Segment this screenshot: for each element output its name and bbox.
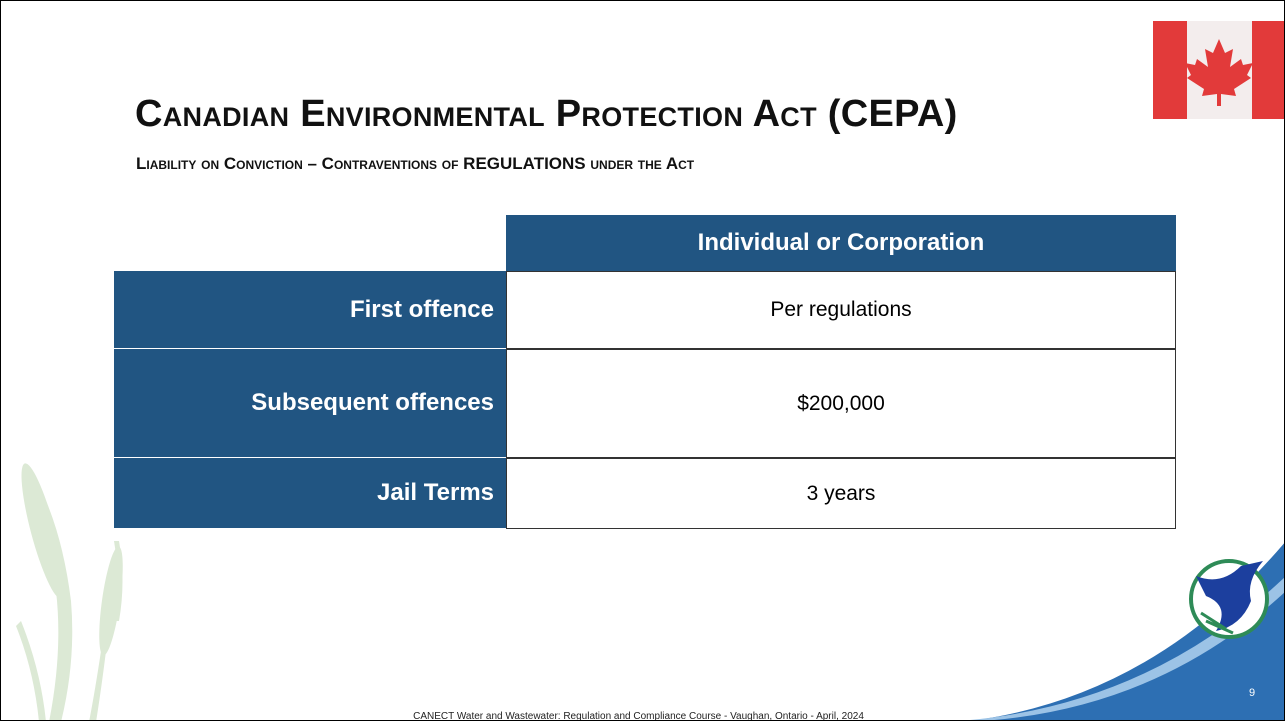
footer: CANECT Water and Wastewater: Regulation … [413,711,864,721]
row-value: $200,000 [506,349,1176,458]
row-value: 3 years [506,458,1176,529]
row-label: First offence [114,271,506,349]
page-number: 9 [1249,687,1256,699]
cattail-decoration [16,463,123,720]
slide-subtitle: Liability on Conviction – Contraventions… [136,154,695,173]
logo [1189,559,1269,639]
slide-title: Canadian Environmental Protection Act (C… [135,93,958,135]
row-value: Per regulations [506,271,1176,349]
swoosh [976,543,1284,720]
row-label: Subsequent offences [114,349,506,458]
row-label: Jail Terms [114,458,506,529]
table-header: Individual or Corporation [506,215,1176,271]
canada-flag [1153,21,1284,119]
